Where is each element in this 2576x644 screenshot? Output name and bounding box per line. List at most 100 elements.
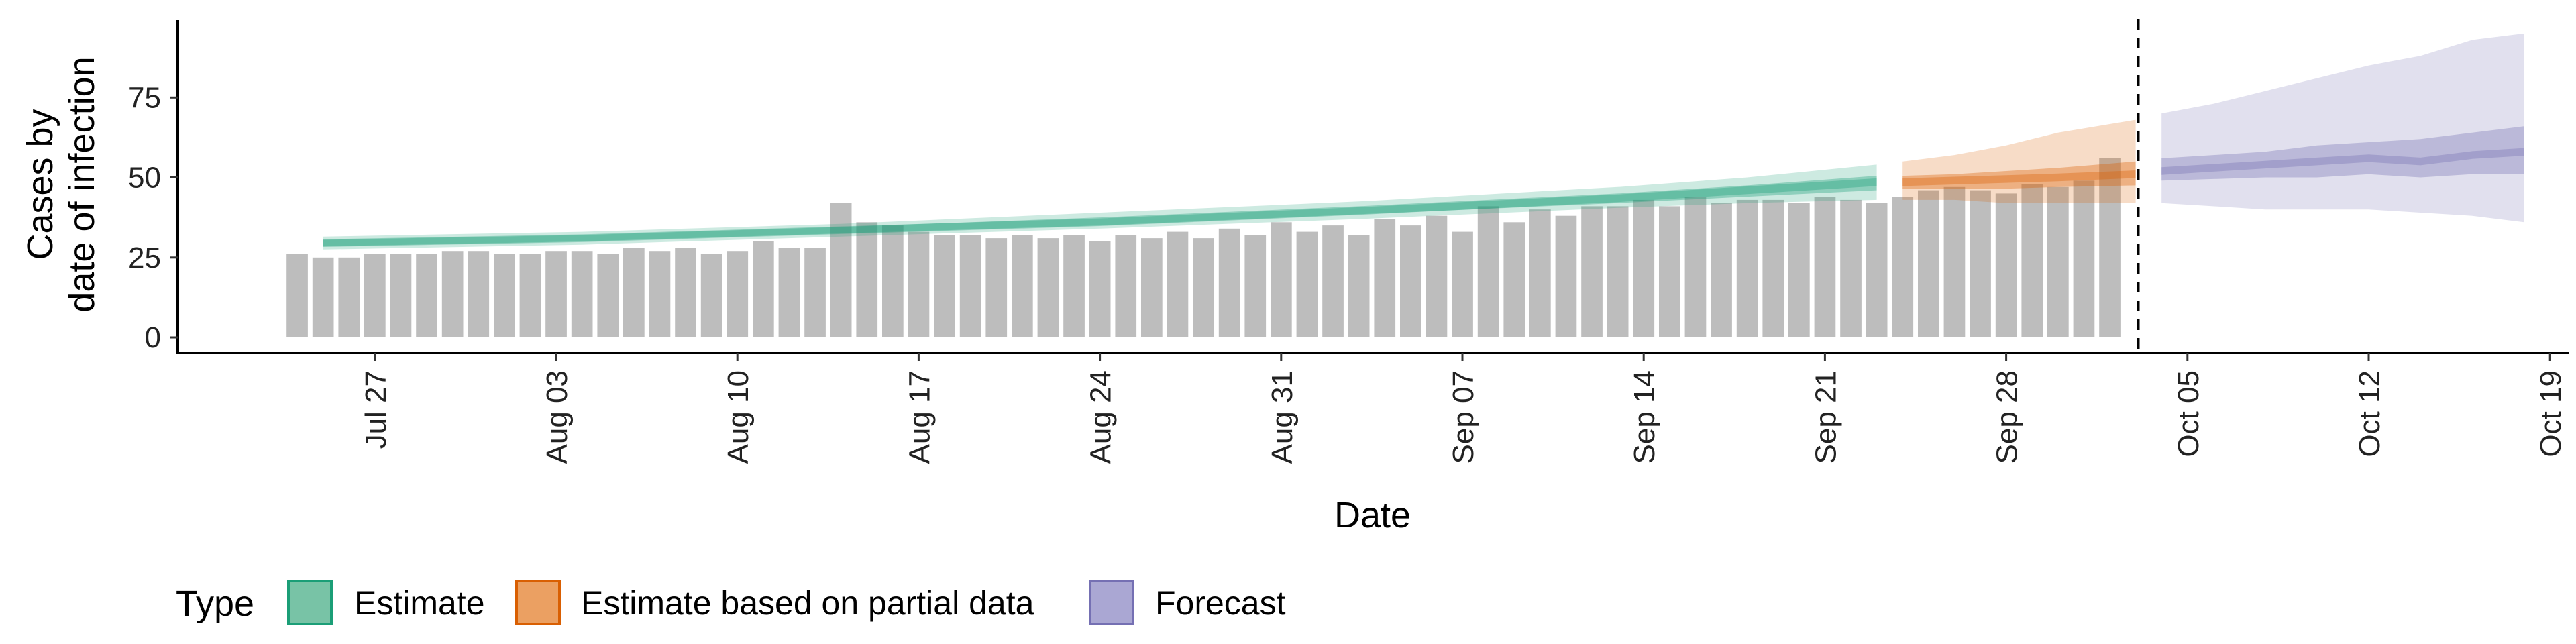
- case-bar: [597, 254, 619, 337]
- case-bar: [959, 235, 981, 337]
- case-bar: [1374, 219, 1396, 337]
- x-tick-label: Sep 21: [1809, 370, 1842, 464]
- case-bar: [1892, 197, 1914, 337]
- case-bar: [416, 254, 437, 337]
- case-bar: [390, 254, 412, 337]
- case-bar: [1711, 203, 1732, 337]
- x-tick-label: Sep 28: [1991, 370, 2024, 464]
- legend-key-partial: [515, 580, 561, 625]
- case-bar: [1555, 215, 1577, 337]
- y-axis-title-line-2: date of infection: [62, 56, 102, 312]
- x-tick-label: Aug 31: [1266, 370, 1299, 464]
- case-bar: [1037, 238, 1059, 337]
- legend-key-forecast: [1089, 580, 1134, 625]
- ribbon-50-estimate: [323, 176, 1877, 247]
- case-bar: [1970, 190, 1991, 337]
- y-ticks: 0 25 50 75: [128, 81, 178, 354]
- case-bar: [856, 222, 878, 337]
- case-bar: [338, 257, 360, 337]
- case-bar: [1918, 190, 1939, 337]
- legend-item-forecast: Forecast: [1089, 580, 1286, 625]
- x-tick-label: Oct 19: [2534, 370, 2567, 458]
- case-bar: [1633, 199, 1655, 337]
- ribbon-median-estimate: [323, 178, 1877, 247]
- axes-layer: [176, 20, 2569, 354]
- case-bar: [1684, 197, 1707, 337]
- legend-item-partial: Estimate based on partial data: [515, 580, 1034, 625]
- case-bar: [934, 235, 955, 337]
- case-bar: [1788, 203, 1810, 337]
- case-bar: [675, 248, 696, 337]
- case-bar: [1218, 228, 1240, 337]
- case-bar: [830, 203, 852, 337]
- case-bar: [1814, 197, 1836, 337]
- case-bar: [1607, 206, 1629, 337]
- case-bar: [1141, 238, 1163, 337]
- x-tick-label: Aug 03: [541, 370, 574, 464]
- case-bar: [1426, 215, 1448, 337]
- case-bar: [1659, 206, 1680, 337]
- case-bar: [1529, 209, 1551, 337]
- case-bar: [2047, 186, 2069, 337]
- x-tick-label: Oct 05: [2172, 370, 2205, 458]
- y-tick-label: 0: [145, 321, 161, 354]
- x-tick-label: Sep 14: [1628, 370, 1661, 464]
- case-bar: [1477, 206, 1499, 337]
- legend-label-forecast: Forecast: [1155, 584, 1286, 622]
- case-bar: [1167, 231, 1189, 337]
- case-bar: [2073, 180, 2095, 337]
- x-tick-label: Aug 17: [903, 370, 936, 464]
- ribbon-90-estimate: [323, 164, 1877, 250]
- case-bar: [312, 257, 334, 337]
- legend-item-estimate: Estimate: [287, 580, 485, 625]
- case-bar: [1581, 206, 1603, 337]
- case-bar: [1943, 186, 1966, 337]
- case-bar: [519, 254, 541, 337]
- case-bar: [753, 241, 774, 337]
- case-bar: [571, 251, 593, 337]
- case-bar: [1063, 235, 1085, 337]
- y-tick-label: 75: [128, 81, 161, 114]
- case-bar: [1452, 231, 1473, 337]
- case-bar: [1322, 225, 1344, 337]
- ribbon-90-estimate-based-on-partial-data: [1902, 119, 2136, 203]
- case-bar: [441, 251, 464, 337]
- y-tick-label: 25: [128, 241, 161, 274]
- case-bar: [545, 251, 567, 337]
- case-bar: [623, 248, 645, 337]
- case-bar: [2099, 158, 2121, 337]
- legend: Type Estimate Estimate based on partial …: [176, 580, 1286, 625]
- case-bar: [1271, 222, 1292, 337]
- case-bar: [908, 231, 930, 337]
- case-bar: [1840, 199, 1862, 337]
- ribbon-median-forecast: [2161, 148, 2524, 175]
- y-tick-label: 50: [128, 162, 161, 195]
- legend-label-partial: Estimate based on partial data: [581, 584, 1034, 622]
- case-bar: [364, 254, 386, 337]
- ribbon-50-forecast: [2161, 126, 2524, 181]
- case-bar: [778, 248, 800, 337]
- case-bar: [649, 251, 671, 337]
- case-bar: [1400, 225, 1421, 337]
- x-axis-title: Date: [1334, 495, 1411, 535]
- x-tick-label: Jul 27: [360, 370, 392, 449]
- legend-title: Type: [176, 584, 254, 624]
- ribbon-90-forecast: [2161, 33, 2524, 223]
- case-bar: [1296, 231, 1318, 337]
- case-bar: [804, 248, 826, 337]
- case-bar: [1012, 235, 1033, 337]
- x-tick-label: Sep 07: [1447, 370, 1480, 464]
- case-bar: [1193, 238, 1214, 337]
- legend-key-estimate: [287, 580, 333, 625]
- case-bar: [494, 254, 515, 337]
- case-bar: [1762, 199, 1784, 337]
- ribbon-50-estimate-based-on-partial-data: [1902, 161, 2136, 189]
- x-tick-label: Aug 10: [722, 370, 755, 464]
- case-bar: [468, 251, 490, 337]
- case-bar: [286, 254, 308, 337]
- bars-layer: [286, 158, 2121, 337]
- ribbon-median-estimate-based-on-partial-data: [1902, 170, 2136, 186]
- case-bar: [1244, 235, 1267, 337]
- case-bar: [882, 225, 904, 337]
